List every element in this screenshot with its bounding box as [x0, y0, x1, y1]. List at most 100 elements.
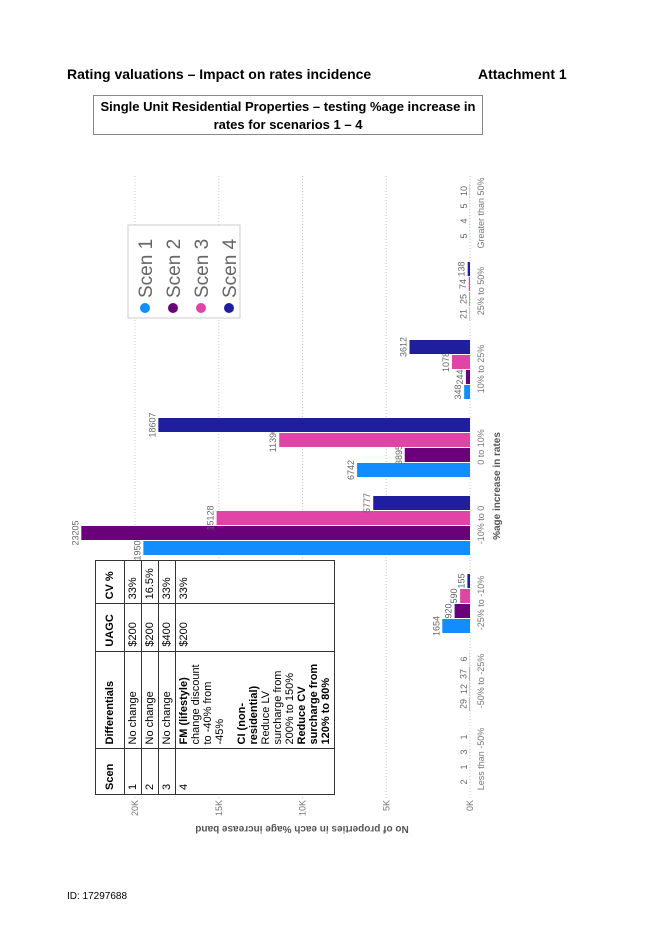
data-label: 11390 — [268, 428, 278, 452]
bar — [467, 262, 471, 276]
x-tick-label: 10% to 25% — [476, 345, 486, 394]
y-tick-label: 5K — [381, 800, 391, 811]
bar — [442, 619, 471, 633]
table-cell: $400 — [158, 603, 176, 652]
title-line: rates for scenarios 1 – 4 — [213, 117, 363, 132]
bar — [460, 589, 470, 603]
table-row: 1 No change $200 33% — [124, 560, 142, 795]
x-tick-label: 0 to 10% — [476, 429, 486, 465]
data-label: 15128 — [206, 505, 216, 530]
table-cell: No change — [158, 651, 176, 749]
data-label: 1654 — [431, 616, 441, 636]
table-header-row: Scen Differentials UAGC CV % — [95, 560, 125, 795]
data-label: 6742 — [346, 460, 356, 480]
scenario-table: Scen Differentials UAGC CV % 1 No change $200 3… — [95, 560, 335, 795]
header-title: Rating valuations – Impact on rates inci… — [67, 66, 372, 82]
x-tick-label: -25% to -10% — [476, 576, 486, 631]
y-axis-title: No of properties in each %age increase b… — [195, 823, 408, 834]
table-cell: $200 — [141, 603, 159, 652]
x-tick-label: -10% to 0 — [476, 506, 486, 545]
table-cell-line: FM (lifestyle) — [178, 677, 190, 745]
x-tick-label: Greater than 50% — [476, 177, 486, 248]
x-tick-label: -50% to -25% — [476, 654, 486, 709]
footer-id: ID: 17297688 — [67, 891, 128, 902]
data-label: 19500 — [132, 535, 142, 560]
table-cell: 33% — [124, 560, 142, 604]
data-label: 2 — [459, 779, 469, 784]
title-box: Single Unit Residential Properties – tes… — [93, 95, 483, 135]
data-label: 18607 — [147, 412, 157, 437]
bar — [216, 511, 470, 525]
table-header-cell: Differentials — [95, 651, 125, 749]
legend-label: Scen 3 — [192, 239, 213, 298]
table-cell: $200 — [124, 603, 142, 652]
table-cell: $200 — [175, 603, 335, 652]
y-tick-label: 0K — [465, 800, 475, 811]
table-cell: 16.5% — [141, 560, 159, 604]
table-header-cell: UAGC — [95, 603, 125, 652]
bar — [357, 463, 470, 477]
bar — [143, 541, 470, 555]
y-tick-label: 20K — [130, 800, 140, 816]
bar — [409, 340, 470, 354]
table-cell-line: change discount to -40% from -45% — [190, 664, 226, 745]
y-tick-label: 10K — [298, 800, 308, 816]
data-label: 3895 — [394, 445, 404, 465]
x-tick-label: Less than -50% — [476, 728, 486, 791]
data-label: 155 — [456, 573, 466, 588]
bar — [158, 418, 470, 432]
legend-box — [127, 224, 241, 319]
data-label: 74 — [458, 279, 468, 289]
data-label: 1078 — [441, 352, 451, 372]
data-label: 138 — [457, 261, 467, 276]
data-label: 12 — [459, 684, 469, 694]
bar — [404, 448, 471, 462]
legend-swatch — [224, 303, 234, 313]
legend-label: Scen 4 — [220, 238, 241, 298]
table-cell-line: Reduce CV surcharge from 120% to 80% — [296, 663, 332, 745]
table-cell: 33% — [175, 560, 335, 604]
data-label: 5 — [459, 203, 469, 208]
data-label: 244 — [455, 369, 465, 384]
bar — [468, 277, 470, 291]
data-label: 590 — [449, 588, 459, 603]
table-cell: 4 — [175, 749, 335, 795]
table-row: 3 No change $400 33% — [158, 560, 176, 795]
legend-swatch — [196, 303, 206, 313]
bar — [465, 370, 470, 384]
table-row: 2 No change $200 16.5% — [141, 560, 159, 795]
legend-swatch — [168, 303, 178, 313]
data-label: 21 — [459, 309, 469, 319]
table-cell: FM (lifestyle) change discount to -40% fr… — [175, 651, 335, 749]
bar — [467, 574, 470, 588]
title-line: Single Unit Residential Properties – tes… — [100, 99, 476, 114]
data-label: 3 — [459, 749, 469, 754]
attachment-label: Attachment 1 — [478, 66, 567, 82]
table-header-cell: CV % — [95, 560, 125, 604]
data-label: 1 — [459, 764, 469, 769]
legend-swatch — [140, 303, 150, 313]
bar — [373, 496, 471, 510]
data-label: 4 — [459, 218, 469, 223]
data-label: 5777 — [362, 493, 372, 513]
data-label: 920 — [444, 603, 454, 618]
table-cell: 1 — [124, 749, 142, 795]
table-cell-line: CI (non-residential) — [236, 685, 260, 745]
data-label: 29 — [459, 699, 469, 709]
data-label: 23205 — [70, 520, 80, 545]
chart-rotated: 0K 5K 10K 15K 20K No of properties in each %a… — [70, 174, 503, 834]
bar — [81, 526, 470, 540]
table-cell: 3 — [158, 749, 176, 795]
legend-label: Scen 2 — [164, 239, 185, 298]
table-cell: No change — [124, 651, 142, 749]
y-tick-label: 15K — [214, 800, 224, 816]
x-tick-label: 25% to 50% — [476, 267, 486, 316]
x-axis-title: %age increase in rates — [492, 432, 503, 540]
table-header-cell: Scen — [95, 749, 125, 795]
table-cell: 2 — [141, 749, 159, 795]
bar — [454, 604, 470, 618]
data-label: 3612 — [398, 337, 408, 357]
data-label: 37 — [458, 669, 468, 679]
